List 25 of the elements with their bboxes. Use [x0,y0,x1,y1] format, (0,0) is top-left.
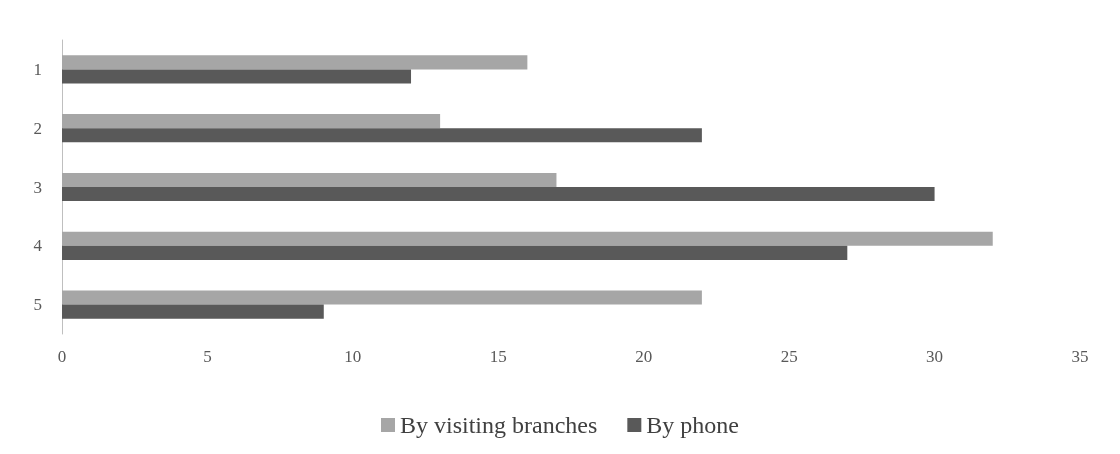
bar [62,187,935,202]
bar [62,290,702,305]
bar [62,172,557,187]
x-tick-label: 20 [635,347,653,366]
y-tick-label: 1 [33,59,42,79]
bar [62,128,702,143]
bar [62,304,324,319]
y-tick-label: 2 [33,118,42,138]
bar [62,55,528,70]
x-tick-label: 35 [1071,347,1089,366]
x-tick-label: 0 [57,347,67,366]
x-tick-label: 30 [926,347,944,366]
bar [62,114,441,129]
bar [62,245,848,260]
bar [62,69,412,84]
bar [62,231,993,246]
y-tick-label: 4 [33,236,43,256]
x-tick-label: 15 [489,347,507,366]
legend-label: By visiting branches [400,412,598,438]
x-tick-label: 25 [780,347,798,366]
y-tick-label: 3 [33,177,42,197]
legend-label: By phone [646,412,739,438]
x-tick-label: 10 [344,347,362,366]
y-tick-label: 5 [33,295,42,315]
x-tick-label: 5 [203,347,212,366]
